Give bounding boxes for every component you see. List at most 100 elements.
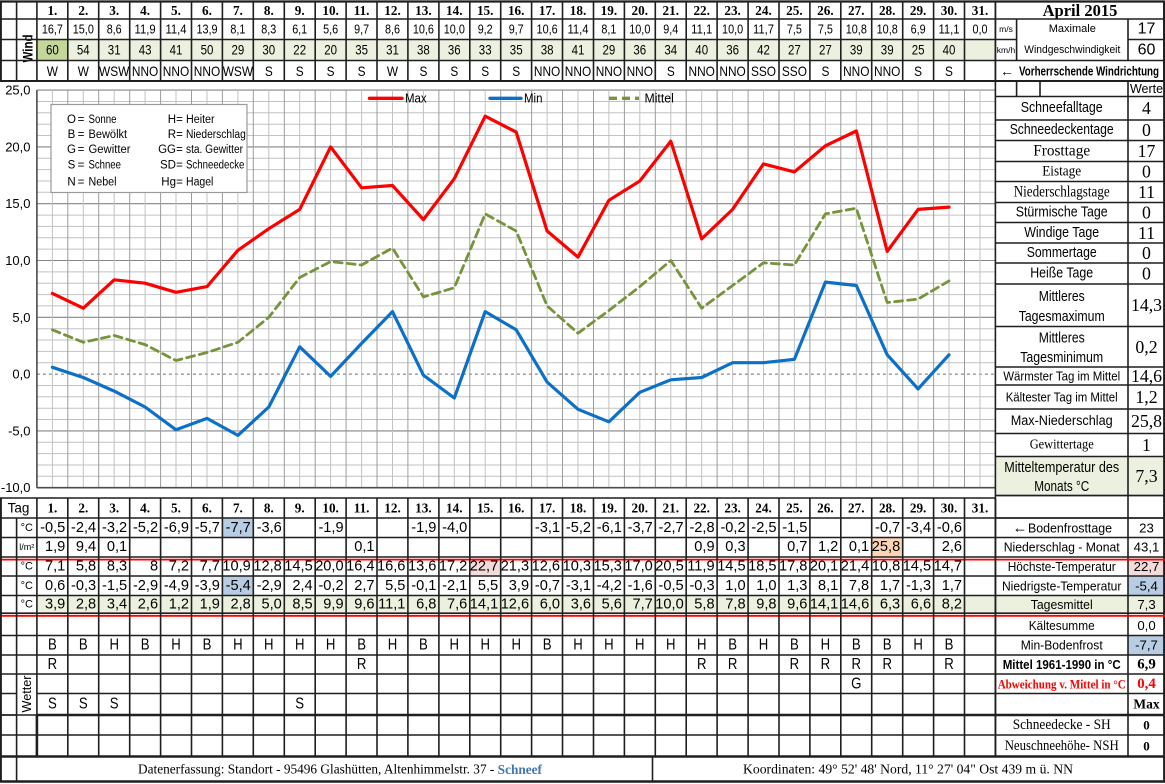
svg-text:R: R (48, 656, 58, 673)
svg-text:36: 36 (448, 43, 461, 58)
svg-text:29.: 29. (910, 3, 926, 18)
svg-text:Min: Min (524, 91, 543, 105)
svg-text:9,7: 9,7 (354, 22, 369, 37)
svg-text:Niederschlag: Niederschlag (186, 129, 246, 141)
svg-text:1,7: 1,7 (880, 578, 900, 594)
svg-text:5,0: 5,0 (262, 596, 282, 612)
svg-text:6,9: 6,9 (911, 22, 926, 37)
svg-text:=: = (176, 129, 183, 141)
svg-text:WSW: WSW (223, 63, 254, 79)
svg-text:12,6: 12,6 (501, 596, 529, 612)
svg-text:16.: 16. (508, 501, 524, 516)
svg-text:Heiter: Heiter (186, 114, 215, 126)
svg-text:-0,7: -0,7 (535, 578, 560, 594)
svg-text:GG: GG (158, 144, 176, 156)
svg-text:19.: 19. (601, 501, 617, 516)
svg-text:11.: 11. (354, 3, 370, 18)
svg-text:20: 20 (324, 43, 337, 58)
svg-text:10.: 10. (322, 3, 338, 18)
svg-text:2,8: 2,8 (76, 596, 96, 612)
svg-text:NNO: NNO (874, 63, 900, 79)
svg-text:-3,6: -3,6 (257, 520, 282, 536)
svg-text:38: 38 (541, 43, 554, 58)
svg-text:H: H (295, 637, 305, 654)
svg-text:=: = (78, 176, 85, 188)
svg-text:Windige Tage: Windige Tage (1024, 225, 1099, 241)
svg-text:60: 60 (46, 43, 59, 58)
svg-text:NNO: NNO (689, 63, 715, 79)
svg-text:Kältester Tag im Mittel: Kältester Tag im Mittel (1006, 390, 1118, 405)
svg-text:B: B (945, 637, 954, 654)
svg-text:6,0: 6,0 (540, 596, 560, 612)
svg-text:9,6: 9,6 (354, 596, 374, 612)
svg-text:30.: 30. (941, 501, 957, 516)
svg-text:Werte: Werte (1130, 82, 1163, 96)
svg-text:17,0: 17,0 (624, 559, 652, 575)
svg-text:=: = (78, 159, 85, 171)
svg-text:-7,7: -7,7 (1135, 638, 1158, 653)
svg-text:27.: 27. (848, 3, 864, 18)
svg-text:14.: 14. (446, 3, 462, 18)
svg-text:25,8: 25,8 (1131, 411, 1162, 431)
svg-text:Sonne: Sonne (89, 114, 117, 126)
svg-text:R: R (882, 656, 892, 673)
svg-text:31.: 31. (972, 3, 988, 18)
svg-text:14,6: 14,6 (841, 596, 869, 612)
svg-text:17.: 17. (539, 3, 555, 18)
svg-text:13,9: 13,9 (196, 22, 217, 37)
svg-text:8,5: 8,5 (292, 596, 312, 612)
svg-text:°C: °C (21, 598, 33, 610)
svg-text:31.: 31. (972, 501, 988, 516)
svg-text:O: O (67, 114, 76, 126)
svg-text:17: 17 (1138, 141, 1156, 161)
svg-text:22.: 22. (693, 3, 709, 18)
svg-text:10.: 10. (322, 501, 338, 516)
svg-text:R: R (790, 656, 800, 673)
svg-text:-6,1: -6,1 (597, 520, 622, 536)
svg-text:21,3: 21,3 (501, 559, 529, 575)
svg-text:B: B (68, 129, 76, 141)
svg-text:22.: 22. (693, 501, 709, 516)
svg-text:18.: 18. (570, 501, 586, 516)
svg-text:Eistage: Eistage (1042, 164, 1081, 180)
svg-text:2.: 2. (78, 3, 88, 18)
svg-text:18,5: 18,5 (748, 559, 776, 575)
svg-text:16,7: 16,7 (42, 22, 63, 37)
svg-text:Tagesmittel: Tagesmittel (1031, 597, 1093, 612)
svg-text:H: H (821, 637, 831, 654)
svg-text:Max-Niederschlag: Max-Niederschlag (1011, 413, 1113, 429)
svg-text:W: W (47, 63, 59, 79)
svg-text:20,0: 20,0 (5, 139, 30, 154)
svg-text:B: B (728, 637, 737, 654)
svg-text:Kältesumme: Kältesumme (1029, 618, 1095, 633)
svg-text:15,3: 15,3 (593, 559, 621, 575)
svg-text:23.: 23. (724, 3, 740, 18)
svg-text:H: H (388, 637, 398, 654)
svg-text:5,5: 5,5 (385, 578, 405, 594)
svg-text:=: = (78, 129, 85, 141)
svg-text:Abweichung v. Mittel in °C: Abweichung v. Mittel in °C (998, 676, 1126, 691)
svg-text:2,4: 2,4 (292, 578, 312, 594)
svg-text:0,7: 0,7 (787, 539, 807, 555)
svg-text:Max: Max (1133, 697, 1159, 712)
svg-text:24.: 24. (755, 3, 771, 18)
svg-text:Gewitter: Gewitter (89, 144, 131, 156)
svg-text:9,2: 9,2 (478, 22, 493, 37)
svg-text:41: 41 (572, 43, 585, 58)
svg-text:S: S (295, 696, 304, 713)
svg-text:20,5: 20,5 (655, 559, 683, 575)
svg-text:20.: 20. (632, 3, 648, 18)
svg-text:Hagel: Hagel (186, 176, 213, 188)
svg-text:5.: 5. (171, 3, 181, 18)
svg-text:R: R (944, 656, 954, 673)
svg-text:°C: °C (21, 561, 33, 573)
svg-text:3,9: 3,9 (45, 596, 65, 612)
svg-text:6,9: 6,9 (1137, 657, 1156, 673)
svg-text:1,0: 1,0 (756, 578, 776, 594)
svg-text:4: 4 (1142, 98, 1151, 118)
svg-text:Mittleres: Mittleres (1039, 289, 1085, 305)
svg-text:34: 34 (664, 43, 677, 58)
svg-text:N: N (67, 176, 75, 188)
svg-text:0,4: 0,4 (1137, 676, 1156, 692)
svg-text:-3,9: -3,9 (195, 578, 220, 594)
